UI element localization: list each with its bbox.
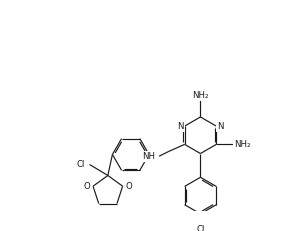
Text: O: O — [83, 182, 90, 191]
Text: N: N — [177, 122, 184, 131]
Text: Cl: Cl — [196, 225, 205, 231]
Text: NH₂: NH₂ — [235, 140, 251, 149]
Text: NH₂: NH₂ — [192, 91, 209, 100]
Text: NH: NH — [142, 152, 155, 161]
Text: Cl: Cl — [77, 160, 85, 169]
Text: O: O — [125, 182, 132, 191]
Text: N: N — [217, 122, 224, 131]
